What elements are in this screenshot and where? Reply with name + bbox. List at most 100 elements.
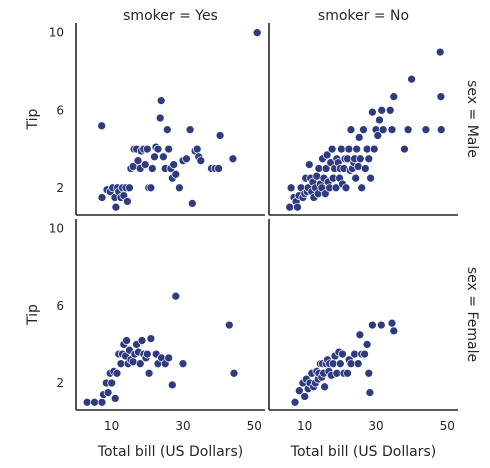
scatter-point (322, 150, 332, 160)
scatter-point (293, 202, 302, 212)
x-tick-label: 10 (297, 419, 312, 433)
x-tick-label: 10 (104, 419, 119, 433)
x-tick-label: 30 (368, 419, 383, 433)
scatter-point (354, 133, 364, 142)
scatter-point (378, 125, 388, 135)
scatter-point (355, 330, 365, 340)
scatter-point (112, 368, 122, 378)
scatter-point (196, 156, 206, 166)
scatter-point (187, 199, 197, 208)
y-tick-label: 6 (56, 299, 64, 313)
scatter-point (215, 131, 225, 140)
scatter-point (182, 154, 191, 164)
scatter-point (286, 183, 296, 193)
scatter-point (90, 397, 99, 407)
scatter-point (140, 160, 150, 169)
column-facet-title: smoker = No (318, 8, 409, 24)
scatter-point (162, 125, 172, 135)
scatter-point (359, 125, 368, 135)
tick-labels: 2 6 10 2 6 10 10 30 50 10 30 50 (49, 26, 455, 433)
row-facet-title: sex = Female (464, 267, 480, 362)
scatter-point (171, 291, 181, 301)
scatter-point (320, 382, 329, 392)
scatter-point (369, 144, 379, 154)
axes-spines (75, 23, 458, 411)
scatter-point (122, 336, 131, 345)
y-tick-label: 10 (49, 26, 64, 40)
scatter-point (125, 183, 134, 193)
scatter-point (365, 388, 375, 397)
scatter-point (146, 183, 156, 193)
scatter-point (312, 171, 322, 181)
scatter-point (107, 378, 117, 388)
scatter-point (224, 320, 234, 330)
scatter-point (364, 368, 374, 378)
scatter-point (407, 74, 416, 84)
scatter-point (338, 349, 347, 359)
scatter-point (362, 340, 372, 349)
x-tick-label: 50 (247, 419, 262, 433)
scatter-point (389, 92, 399, 102)
scatter-point (144, 368, 154, 378)
scatter-point (403, 125, 413, 135)
scatter-point (192, 144, 202, 154)
scatter-point (171, 169, 181, 179)
scatter-point (360, 164, 370, 173)
scatter-point (142, 144, 152, 154)
y-tick-label: 2 (56, 181, 64, 195)
scatter-point (285, 202, 295, 212)
scatter-point (178, 359, 188, 369)
scatter-point (436, 92, 446, 102)
scatter-point (331, 183, 341, 193)
scatter-point (351, 173, 361, 183)
scatter-point (290, 397, 300, 407)
scatter-point (376, 320, 386, 330)
scatter-point (128, 357, 138, 367)
scatter-point (97, 121, 107, 131)
x-tick-label: 30 (175, 419, 190, 433)
scatter-point (164, 144, 174, 154)
scatter-point (137, 336, 147, 345)
column-facet-title: smoker = Yes (123, 8, 218, 24)
scatter-point (389, 326, 399, 336)
scatter-point (335, 359, 345, 369)
scatter-point (146, 334, 156, 343)
scatter-point (341, 183, 351, 193)
scatter-point (320, 189, 330, 199)
scatter-point (314, 164, 324, 173)
scatter-point (304, 160, 314, 169)
scatter-point (400, 144, 409, 154)
scatter-point (360, 349, 369, 359)
row-facet-title: sex = Male (464, 80, 480, 158)
scatter-point (375, 115, 384, 125)
scatter-point (368, 320, 377, 330)
facet-titles: smoker = Yes smoker = No sex = Male sex = F… (123, 8, 480, 362)
scatter-point (321, 164, 331, 173)
scatter-point (327, 144, 337, 154)
scatter-points (82, 28, 446, 407)
scatter-point (164, 353, 174, 363)
scatter-point (116, 359, 126, 369)
scatter-point (150, 152, 159, 162)
scatter-point (82, 397, 92, 407)
scatter-point (364, 154, 374, 164)
scatter-point (252, 28, 262, 38)
scatter-point (159, 152, 168, 162)
scatter-point (110, 394, 120, 403)
scatter-point (343, 368, 352, 378)
scatter-point (228, 154, 238, 164)
scatter-point (357, 183, 367, 193)
scatter-point (175, 183, 184, 193)
scatter-point (377, 105, 387, 115)
y-tick-label: 6 (56, 103, 64, 117)
scatter-point (353, 359, 363, 369)
scatter-point (387, 125, 397, 135)
scatter-point (368, 107, 377, 117)
scatter-point (135, 359, 145, 369)
scatter-point (346, 359, 356, 369)
scatter-point (387, 318, 397, 328)
scatter-point (300, 392, 310, 401)
scatter-point (294, 386, 304, 396)
scatter-point (353, 162, 363, 171)
scatter-point (167, 380, 177, 390)
